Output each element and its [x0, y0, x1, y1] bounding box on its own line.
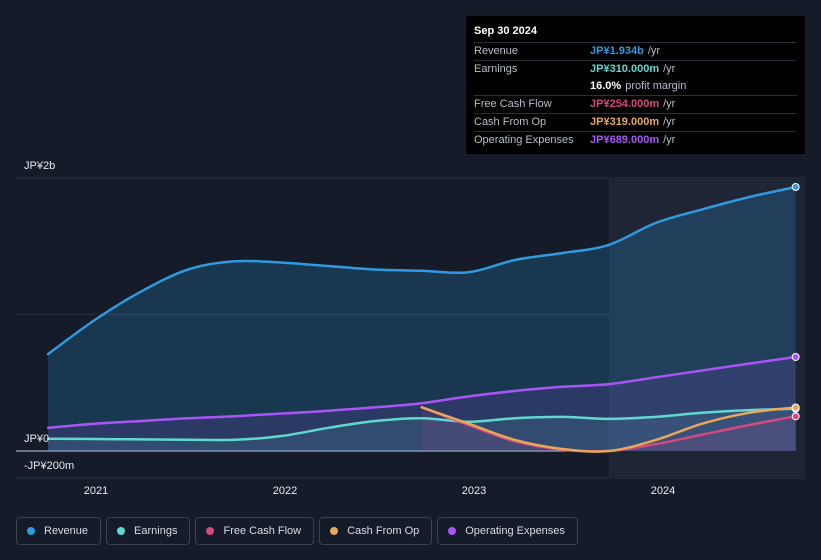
legend-earnings[interactable]: Earnings: [106, 517, 191, 545]
legend-label: Cash From Op: [347, 525, 420, 537]
tooltip-row-fcf: Free Cash Flow JP¥254.000m /yr: [474, 95, 797, 113]
tooltip-label: Free Cash Flow: [474, 98, 552, 110]
y-label-bottom: -JP¥200m: [24, 460, 75, 472]
x-tick-2022: 2022: [272, 485, 298, 497]
tooltip-unit: /yr: [663, 134, 676, 146]
series-end-markers: [791, 183, 800, 421]
tooltip-unit: /yr: [663, 98, 676, 110]
legend: Revenue Earnings Free Cash Flow Cash Fro…: [16, 517, 578, 545]
tooltip-value: JP¥310.000m: [590, 63, 660, 75]
legend-cash-from-op[interactable]: Cash From Op: [319, 517, 433, 545]
legend-dot-icon: [206, 527, 215, 535]
operating-expenses-end-point: [791, 352, 800, 361]
cash-from-op-line: [420, 406, 797, 453]
tooltip-value: 16.0%: [590, 80, 622, 92]
tooltip-row-earnings: Earnings JP¥310.000m /yr: [474, 60, 797, 78]
tooltip-panel: Sep 30 2024 Revenue JP¥1.934b /yr Earnin…: [466, 16, 805, 154]
legend-label: Earnings: [134, 525, 178, 537]
tooltip-label: Earnings: [474, 63, 518, 75]
legend-dot-icon: [330, 527, 339, 535]
x-tick-2023: 2023: [461, 485, 487, 497]
tooltip-label: Cash From Op: [474, 116, 547, 128]
legend-operating-expenses[interactable]: Operating Expenses: [437, 517, 578, 545]
tooltip-label: Operating Expenses: [474, 134, 574, 146]
tooltip-value: JP¥689.000m: [590, 134, 660, 146]
y-label-zero: JP¥0: [24, 433, 50, 445]
legend-label: Operating Expenses: [465, 525, 565, 537]
revenue-line: [46, 185, 797, 356]
x-tick-2021: 2021: [83, 485, 109, 497]
free-cash-flow-end-point: [791, 412, 800, 421]
tooltip-row-revenue: Revenue JP¥1.934b /yr: [474, 42, 797, 60]
tooltip-row-cfo: Cash From Op JP¥319.000m /yr: [474, 113, 797, 131]
earnings-line: [46, 407, 797, 442]
legend-label: Free Cash Flow: [223, 525, 302, 537]
tooltip-unit: /yr: [663, 116, 676, 128]
x-tick-2024: 2024: [650, 485, 676, 497]
free-cash-flow-area: [421, 407, 796, 452]
series-areas: [48, 187, 796, 452]
tooltip-value: JP¥1.934b: [590, 45, 644, 57]
legend-dot-icon: [117, 527, 126, 535]
tooltip-unit: /yr: [663, 63, 676, 75]
tooltip-unit: profit margin: [625, 80, 687, 92]
legend-revenue[interactable]: Revenue: [16, 517, 102, 545]
tooltip-label: [474, 78, 590, 95]
tooltip-value: JP¥319.000m: [590, 116, 660, 128]
tooltip-unit: /yr: [647, 45, 661, 57]
legend-dot-icon: [27, 527, 35, 535]
cash-from-op-end-point: [791, 403, 800, 412]
legend-free-cash-flow[interactable]: Free Cash Flow: [195, 517, 315, 545]
series-lines: [46, 185, 797, 453]
legend-label: Revenue: [44, 525, 89, 537]
past-period-shade: [608, 178, 805, 478]
legend-dot-icon: [448, 527, 457, 535]
tooltip-value: JP¥254.000m: [590, 98, 660, 110]
tooltip-row-opex: Operating Expenses JP¥689.000m /yr: [474, 131, 797, 149]
revenue-end-point: [791, 183, 800, 192]
tooltip-date: Sep 30 2024: [474, 25, 537, 37]
y-label-top: JP¥2b: [24, 160, 56, 172]
tooltip-row-margin: 16.0% profit margin: [474, 78, 797, 95]
operating-expenses-line: [46, 355, 797, 430]
forecast-shade: [608, 178, 805, 478]
tooltip-label: Revenue: [474, 45, 519, 57]
